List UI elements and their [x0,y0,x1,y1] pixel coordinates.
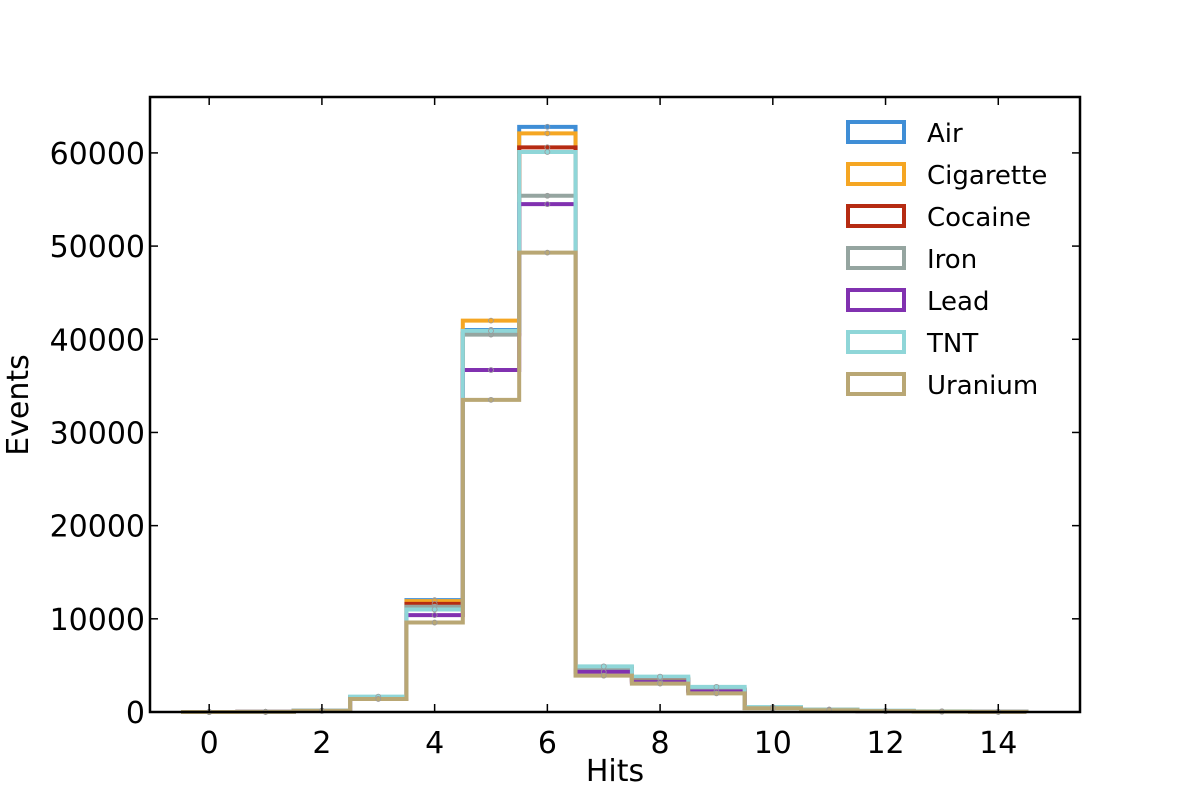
x-tick-label: 6 [538,726,557,761]
series-tnt [181,149,1029,715]
legend-item-cocaine: Cocaine [846,203,1031,233]
x-tick-label: 14 [979,726,1017,761]
series-step-line [181,124,1029,714]
y-axis-label: Events [1,354,36,456]
y-tick-label: 0 [126,696,145,731]
series-air [181,123,1029,715]
x-tick-label: 12 [866,726,904,761]
y-tick-label: 40000 [50,323,145,358]
series-step-line [181,131,1029,714]
bin-marker [488,317,494,324]
legend-swatch [846,330,906,354]
series-step-line [181,149,1029,714]
bin-marker [713,683,720,690]
x-tick-label: 4 [425,726,444,761]
y-tick-label: 30000 [50,416,145,451]
legend-swatch [846,288,906,312]
y-tick-label: 20000 [50,510,145,545]
series-step-line [181,145,1029,714]
y-tick-label: 50000 [50,230,145,265]
legend-label: Air [927,119,963,149]
legend-item-tnt: TNT [846,329,978,359]
series-uranium [181,249,1029,715]
legend-label: Cocaine [927,203,1031,233]
legend-item-uranium: Uranium [846,371,1038,401]
bin-marker [431,606,438,613]
legend-swatch [846,162,906,186]
series-step-line [181,193,1029,714]
legend: Air Cigarette Cocaine Iron Lead TNT Uranium [846,119,1047,401]
x-tick-label: 8 [651,726,670,761]
bin-marker [431,619,438,626]
series-lead [181,201,1029,715]
bin-marker [375,696,382,702]
bin-marker [544,249,551,256]
bin-marker [544,130,551,137]
bin-marker [657,673,663,680]
bin-marker [488,327,494,334]
bin-marker [488,396,494,403]
x-axis-label: Hits [586,754,644,789]
bin-marker [600,663,607,670]
bin-marker [544,123,551,130]
x-tick-label: 2 [312,726,331,761]
bin-marker [544,192,551,199]
x-tick-label: 0 [200,726,219,761]
legend-item-lead: Lead [846,287,989,317]
bin-marker [544,149,551,155]
bin-marker [431,612,438,618]
x-tick-label: 10 [754,726,792,761]
legend-item-iron: Iron [846,245,977,275]
series-step-line [181,202,1029,714]
legend-swatch [846,372,906,396]
legend-swatch [846,246,906,270]
y-tick-label: 60000 [50,137,145,172]
y-tick-label: 10000 [50,603,145,638]
bin-marker [544,201,551,208]
legend-label: TNT [926,329,978,359]
series-cocaine [181,144,1029,715]
legend-label: Cigarette [927,161,1047,191]
bin-marker [713,690,720,697]
bin-marker [600,672,607,679]
bin-marker [544,144,551,151]
series-step-line [181,250,1029,714]
bin-marker [657,680,663,687]
legend-label: Uranium [927,371,1038,401]
series-iron [181,192,1029,715]
legend-item-air: Air [846,119,963,149]
series-cigarette [181,130,1029,715]
plot-frame [148,95,1082,714]
series-layer [181,123,1029,715]
legend-item-cigarette: Cigarette [846,161,1047,191]
legend-label: Iron [927,245,977,275]
ticks-layer: 0 2 4 6 8 10 12 14 0 10000 20000 30000 40000 50000 600… [50,97,1080,761]
bin-marker [488,367,494,373]
legend-label: Lead [927,287,989,317]
legend-swatch [846,120,906,144]
legend-swatch [846,204,906,228]
